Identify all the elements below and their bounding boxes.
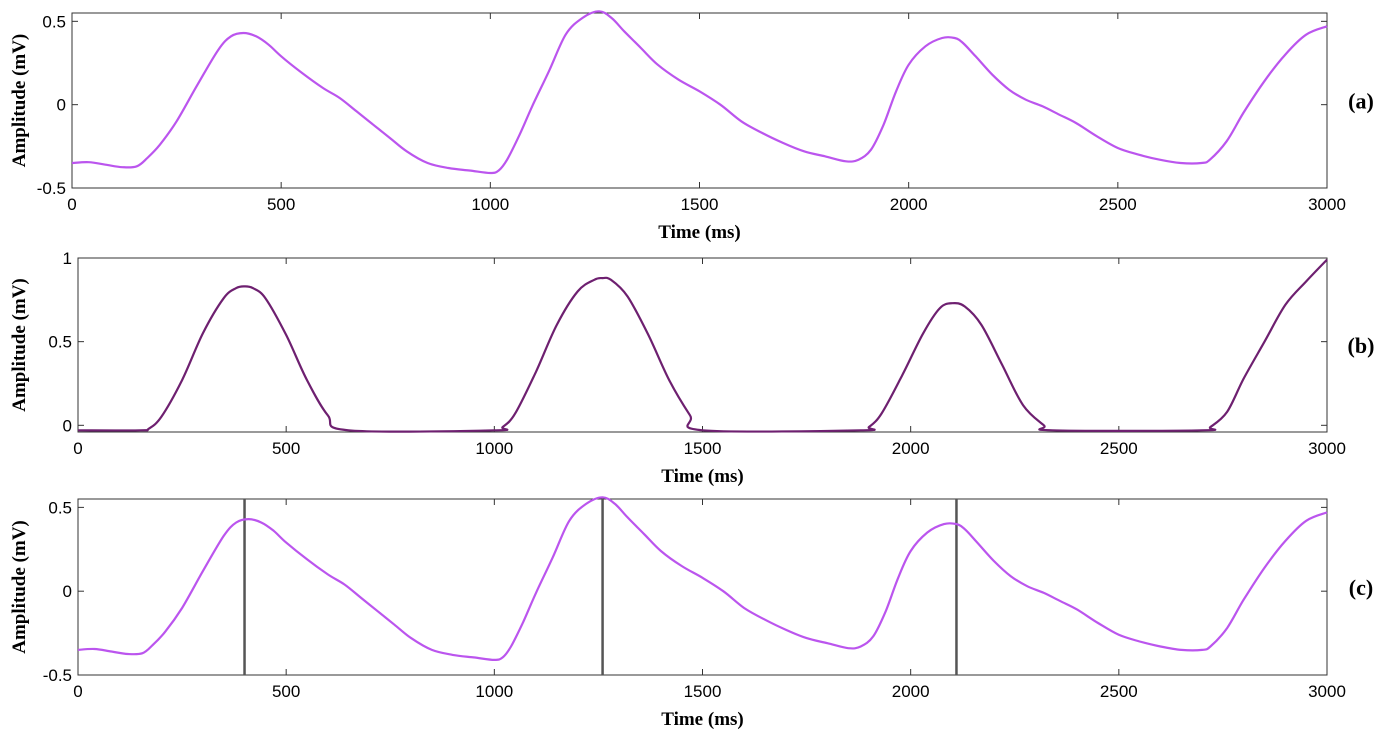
y-axis-title: Amplitude (mV) [9,278,30,412]
plot-frame [77,257,1328,433]
y-tick-label: 0 [57,96,66,115]
panel-label: (a) [1348,89,1374,114]
y-tick-label: 0.5 [42,12,66,31]
x-tick-label: 3000 [1308,195,1346,214]
x-tick-label: 2500 [1099,195,1137,214]
y-tick-label: -0.5 [43,666,72,685]
x-axis-title: Time (ms) [661,466,744,487]
x-tick-label: 2500 [1100,682,1138,701]
x-axis-title: Time (ms) [658,222,741,243]
y-axis-title: Amplitude (mV) [9,34,30,168]
chart-panel-b: 0 500 1000 1500 2000 2500 3000 0 0.5 1 Time (ms) Am… [9,249,1374,487]
x-tick-label: 1500 [684,682,722,701]
x-tick-label: 1500 [681,195,719,214]
x-axis-title: Time (ms) [661,709,744,730]
y-tick-label: 0 [63,416,72,435]
signal-line [71,10,1328,175]
x-tick-label: 3000 [1308,439,1346,458]
x-tick-label: 500 [272,439,300,458]
x-tick-label: 2500 [1100,439,1138,458]
x-tick-label: 1000 [475,682,513,701]
x-tick-label: 500 [272,682,300,701]
y-tick-label: 0.5 [48,333,72,352]
x-tick-label: 500 [267,195,295,214]
y-tick-label: 0.5 [48,498,72,517]
x-tick-label: 1000 [475,439,513,458]
x-tick-label: 2000 [890,195,928,214]
signal-line [77,496,1328,661]
x-tick-label: 0 [73,439,82,458]
panel-label: (c) [1349,575,1373,600]
y-tick-label: 0 [63,582,72,601]
x-tick-label: 1500 [684,439,722,458]
y-tick-label: -0.5 [37,179,66,198]
x-tick-label: 1000 [471,195,509,214]
x-tick-label: 3000 [1308,682,1346,701]
x-tick-label: 0 [73,682,82,701]
x-tick-label: 2000 [892,439,930,458]
y-tick-label: 1 [63,249,72,268]
panel-label: (b) [1348,333,1375,358]
signal-line [77,258,1328,433]
y-axis-title: Amplitude (mV) [9,520,30,654]
x-tick-label: 0 [67,195,76,214]
x-tick-label: 2000 [892,682,930,701]
